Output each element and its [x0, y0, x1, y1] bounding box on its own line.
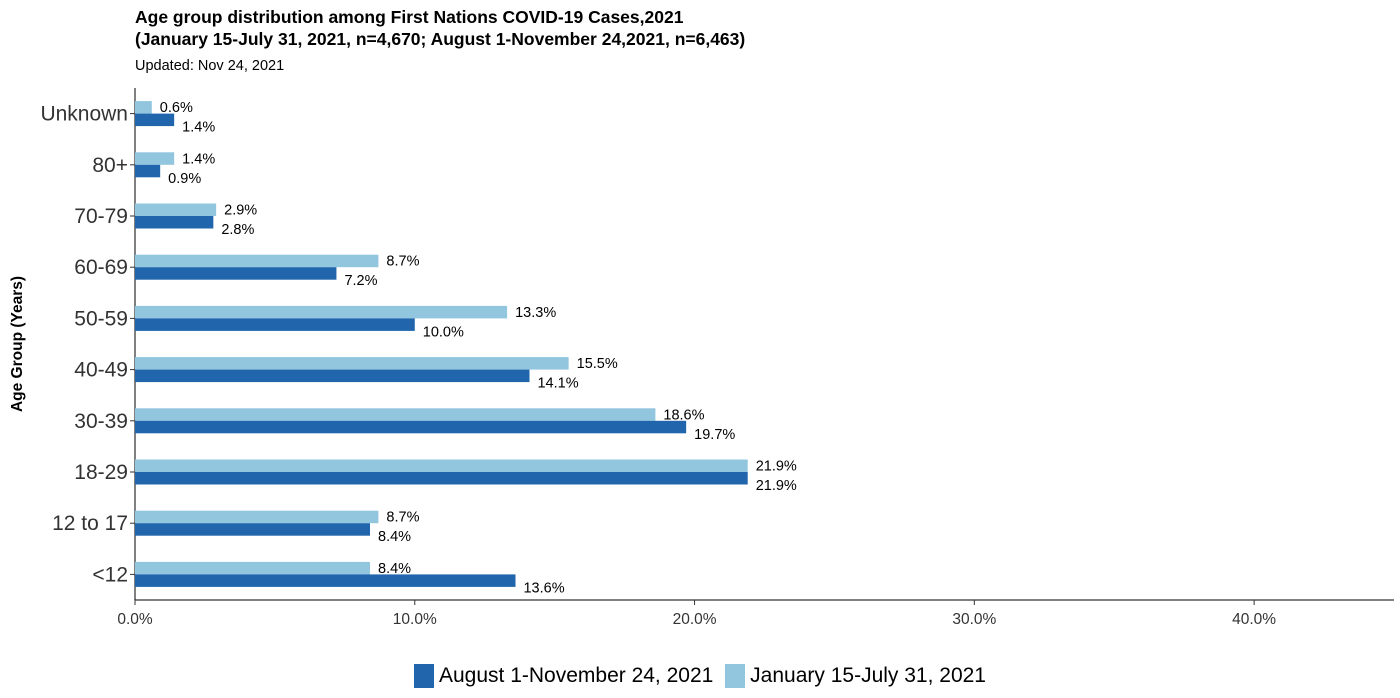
y-tick-label: 30-39: [74, 410, 128, 433]
legend-label-jan-jul: January 15-July 31, 2021: [750, 664, 986, 687]
data-label-aug-nov: 8.4%: [378, 529, 411, 545]
data-label-aug-nov: 7.2%: [344, 273, 377, 289]
y-axis-title: Age Group (Years): [9, 276, 26, 412]
y-tick-label: 60-69: [74, 256, 128, 279]
y-tick-label: 70-79: [74, 205, 128, 228]
legend-item-jan-jul: January 15-July 31, 2021: [725, 660, 986, 692]
data-label-aug-nov: 19.7%: [694, 427, 735, 443]
legend-swatch-aug-nov: [413, 664, 434, 688]
legend-item-aug-nov: August 1-November 24, 2021: [413, 660, 714, 692]
bar-aug-nov: [135, 318, 415, 331]
y-tick-label: <12: [92, 563, 128, 586]
chart-title-line-1: Age group distribution among First Natio…: [135, 7, 684, 27]
bar-jan-jul: [135, 101, 152, 114]
data-label-aug-nov: 14.1%: [537, 376, 578, 392]
data-label-jan-jul: 13.3%: [515, 305, 556, 321]
bar-aug-nov: [135, 574, 516, 587]
data-label-jan-jul: 0.6%: [160, 100, 193, 116]
bar-chart: 0.0% 10.0% 20.0% 30.0% 40.0% Age Group (Years…: [9, 88, 1394, 628]
bar-aug-nov: [135, 420, 687, 434]
bar-jan-jul: [135, 254, 379, 268]
y-tick-label: 18-29: [74, 461, 128, 484]
bar-jan-jul: [135, 357, 569, 370]
bar-jan-jul: [135, 152, 175, 165]
bar-aug-nov: [135, 267, 337, 280]
data-label-aug-nov: 10.0%: [423, 324, 464, 340]
x-tick-label: 30.0%: [952, 611, 996, 628]
bar-aug-nov: [135, 472, 748, 485]
bar-aug-nov: [135, 164, 161, 178]
y-tick-label: 50-59: [74, 307, 128, 330]
data-label-aug-nov: 13.6%: [523, 580, 564, 596]
bar-jan-jul: [135, 561, 371, 575]
data-label-aug-nov: 2.8%: [221, 222, 254, 238]
y-tick-label: 12 to 17: [52, 512, 128, 535]
y-tick-label: 40-49: [74, 359, 128, 382]
x-tick-label: 20.0%: [673, 611, 717, 628]
bar-jan-jul: [135, 510, 379, 524]
data-label-jan-jul: 21.9%: [756, 459, 797, 475]
bar-jan-jul: [135, 305, 508, 319]
x-tick-label: 10.0%: [393, 611, 437, 628]
data-label-aug-nov: 21.9%: [756, 478, 797, 494]
data-label-jan-jul: 8.7%: [386, 510, 419, 526]
bar-aug-nov: [135, 523, 371, 536]
y-tick-label: Unknown: [40, 103, 128, 126]
data-label-jan-jul: 18.6%: [663, 407, 704, 423]
bar-jan-jul: [135, 408, 656, 421]
chart-subtitle: Updated: Nov 24, 2021: [135, 58, 285, 74]
x-tick-label: 0.0%: [117, 611, 153, 628]
x-tick-label: 40.0%: [1232, 611, 1276, 628]
chart-title: Age group distribution among First Natio…: [135, 6, 745, 50]
data-label-jan-jul: 1.4%: [182, 151, 215, 167]
data-label-jan-jul: 15.5%: [577, 356, 618, 372]
legend-label-aug-nov: August 1-November 24, 2021: [438, 664, 714, 687]
chart-legend: August 1-November 24, 2021 January 15-Ju…: [0, 660, 1400, 698]
bar-aug-nov: [135, 369, 530, 383]
bar-aug-nov: [135, 113, 175, 127]
legend-swatch-jan-jul: [725, 664, 746, 688]
bar-jan-jul: [135, 459, 748, 472]
data-label-jan-jul: 8.7%: [386, 254, 419, 270]
bar-aug-nov: [135, 216, 214, 229]
bar-jan-jul: [135, 203, 217, 216]
data-label-aug-nov: 0.9%: [168, 171, 201, 187]
y-tick-label: 80+: [92, 154, 128, 177]
data-label-jan-jul: 8.4%: [378, 561, 411, 577]
data-label-aug-nov: 1.4%: [182, 120, 215, 136]
chart-title-line-2: (January 15-July 31, 2021, n=4,670; Augu…: [135, 29, 746, 49]
data-label-jan-jul: 2.9%: [224, 203, 257, 219]
